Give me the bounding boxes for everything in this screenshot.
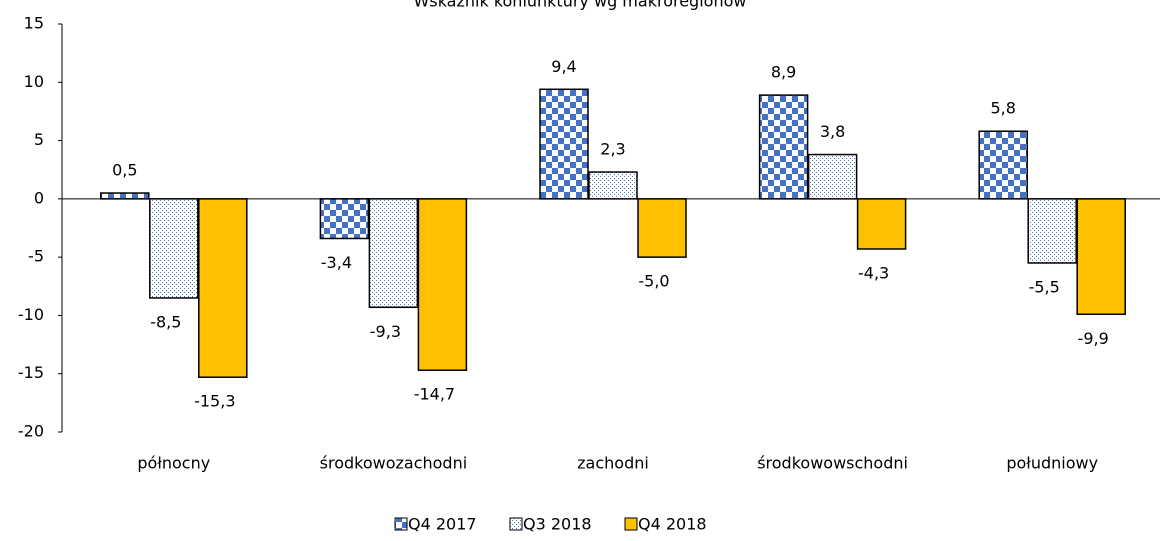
bar <box>637 198 687 258</box>
legend-label: Q4 2018 <box>638 515 707 534</box>
legend-swatch <box>509 517 523 531</box>
bar <box>978 130 1028 200</box>
bar <box>539 88 589 200</box>
value-label: -9,3 <box>370 322 401 341</box>
value-label: -9,9 <box>1078 329 1109 348</box>
x-tick-label: południowy <box>1006 454 1098 473</box>
y-tick-label: 10 <box>24 72 44 91</box>
legend-label: Q4 2017 <box>408 515 477 534</box>
y-tick-label: 5 <box>34 130 44 149</box>
x-tick-label: północny <box>137 454 210 473</box>
value-label: -5,0 <box>638 272 669 291</box>
legend-label: Q3 2018 <box>523 515 592 534</box>
value-label: -15,3 <box>194 392 235 411</box>
bar <box>758 94 809 200</box>
value-label: 5,8 <box>990 99 1015 118</box>
value-label: 9,4 <box>551 57 576 76</box>
y-tick-label: 15 <box>24 14 44 33</box>
bar <box>1027 198 1077 264</box>
value-label: 8,9 <box>771 63 796 82</box>
value-label: 0,5 <box>112 161 137 180</box>
bar <box>588 171 638 200</box>
y-tick-label: -15 <box>18 363 44 382</box>
x-tick-label: zachodni <box>577 454 649 473</box>
chart-title: Wskaźnik koniunktury wg makroregionów <box>414 0 747 11</box>
bar <box>417 198 468 371</box>
bar <box>807 153 858 200</box>
value-label: -3,4 <box>321 253 352 272</box>
bar <box>100 192 150 200</box>
value-label: -5,5 <box>1029 277 1060 296</box>
y-tick-label: -20 <box>18 422 44 441</box>
bar <box>149 198 199 299</box>
value-label: -4,3 <box>858 263 889 282</box>
legend-swatch <box>394 517 408 531</box>
value-label: -14,7 <box>414 385 455 404</box>
bar <box>198 198 248 378</box>
y-tick-label: -10 <box>18 305 44 324</box>
legend-swatch <box>624 517 638 531</box>
x-tick-label: środkowowschodni <box>757 454 908 473</box>
value-label: 3,8 <box>820 122 845 141</box>
value-label: 2,3 <box>600 140 625 159</box>
bar <box>368 198 419 309</box>
value-label: -8,5 <box>150 312 181 331</box>
bar <box>1076 198 1126 316</box>
bar <box>856 198 907 250</box>
y-tick-label: -5 <box>28 247 44 266</box>
x-tick-label: środkowozachodni <box>320 454 468 473</box>
bar <box>319 198 370 240</box>
y-tick-label: 0 <box>34 188 44 207</box>
